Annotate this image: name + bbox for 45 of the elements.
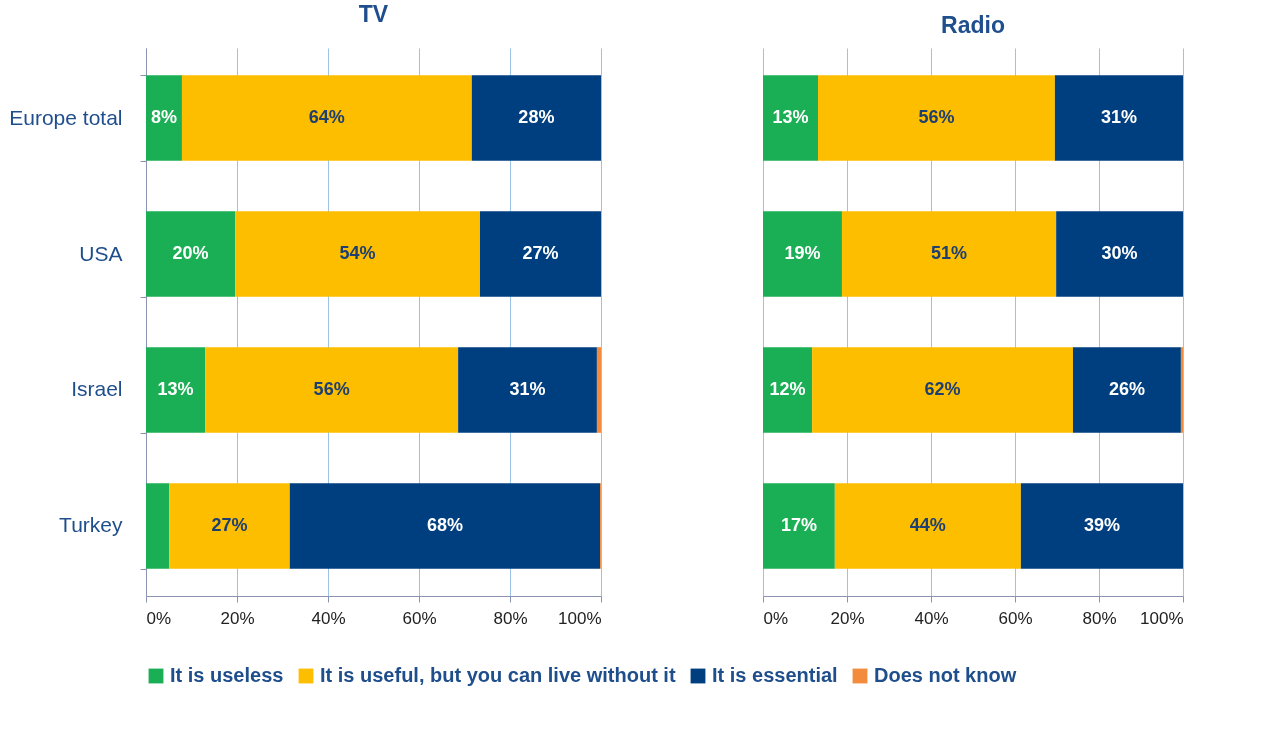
- x-tick-label: 0%: [146, 608, 172, 628]
- x-tick-label: 80%: [1082, 608, 1117, 628]
- chart-title: TV: [358, 1, 389, 27]
- data-label: 68%: [426, 514, 463, 535]
- data-label: 39%: [1083, 514, 1120, 535]
- x-tick-label: 20%: [220, 608, 255, 628]
- data-label: 27%: [522, 243, 559, 264]
- data-label: 19%: [784, 243, 821, 264]
- data-label: 27%: [211, 514, 248, 535]
- y-tick-label: Turkey: [59, 513, 123, 537]
- x-tick-label: 60%: [998, 608, 1033, 628]
- legend-label: It is essential: [712, 664, 838, 686]
- data-label: 12%: [769, 378, 806, 399]
- y-tick-label: Israel: [71, 377, 123, 401]
- x-tick-label: 40%: [914, 608, 949, 628]
- x-tick-label: 60%: [402, 608, 437, 628]
- data-label: 31%: [1100, 107, 1137, 128]
- data-label: 64%: [308, 107, 345, 128]
- data-label: 28%: [518, 107, 555, 128]
- x-tick-label: 100%: [558, 608, 602, 628]
- y-tick-label: Europe total: [9, 105, 123, 129]
- y-tick-label: USA: [79, 241, 123, 265]
- x-tick-label: 40%: [311, 608, 346, 628]
- x-tick-label: 100%: [1140, 608, 1184, 628]
- data-label: 13%: [157, 378, 194, 399]
- data-label: 54%: [339, 243, 376, 264]
- x-tick-label: 0%: [763, 608, 789, 628]
- legend-label: Does not know: [874, 664, 1017, 686]
- data-label: 56%: [918, 107, 955, 128]
- data-label: 31%: [509, 378, 546, 399]
- data-label: 56%: [313, 378, 350, 399]
- data-label: 13%: [772, 107, 809, 128]
- legend-label: It is useful, but you can live without it: [320, 664, 676, 686]
- data-label: 17%: [780, 514, 817, 535]
- data-label: 8%: [150, 107, 177, 128]
- chart-title: Radio: [941, 12, 1005, 38]
- data-label: 30%: [1101, 243, 1138, 264]
- legend-label: It is useless: [170, 664, 284, 686]
- data-label: 26%: [1108, 378, 1145, 399]
- data-label: 62%: [924, 378, 961, 399]
- x-tick-label: 80%: [493, 608, 528, 628]
- data-label: 44%: [909, 514, 946, 535]
- data-label: 20%: [172, 243, 209, 264]
- data-label: 51%: [931, 243, 968, 264]
- x-tick-label: 20%: [830, 608, 865, 628]
